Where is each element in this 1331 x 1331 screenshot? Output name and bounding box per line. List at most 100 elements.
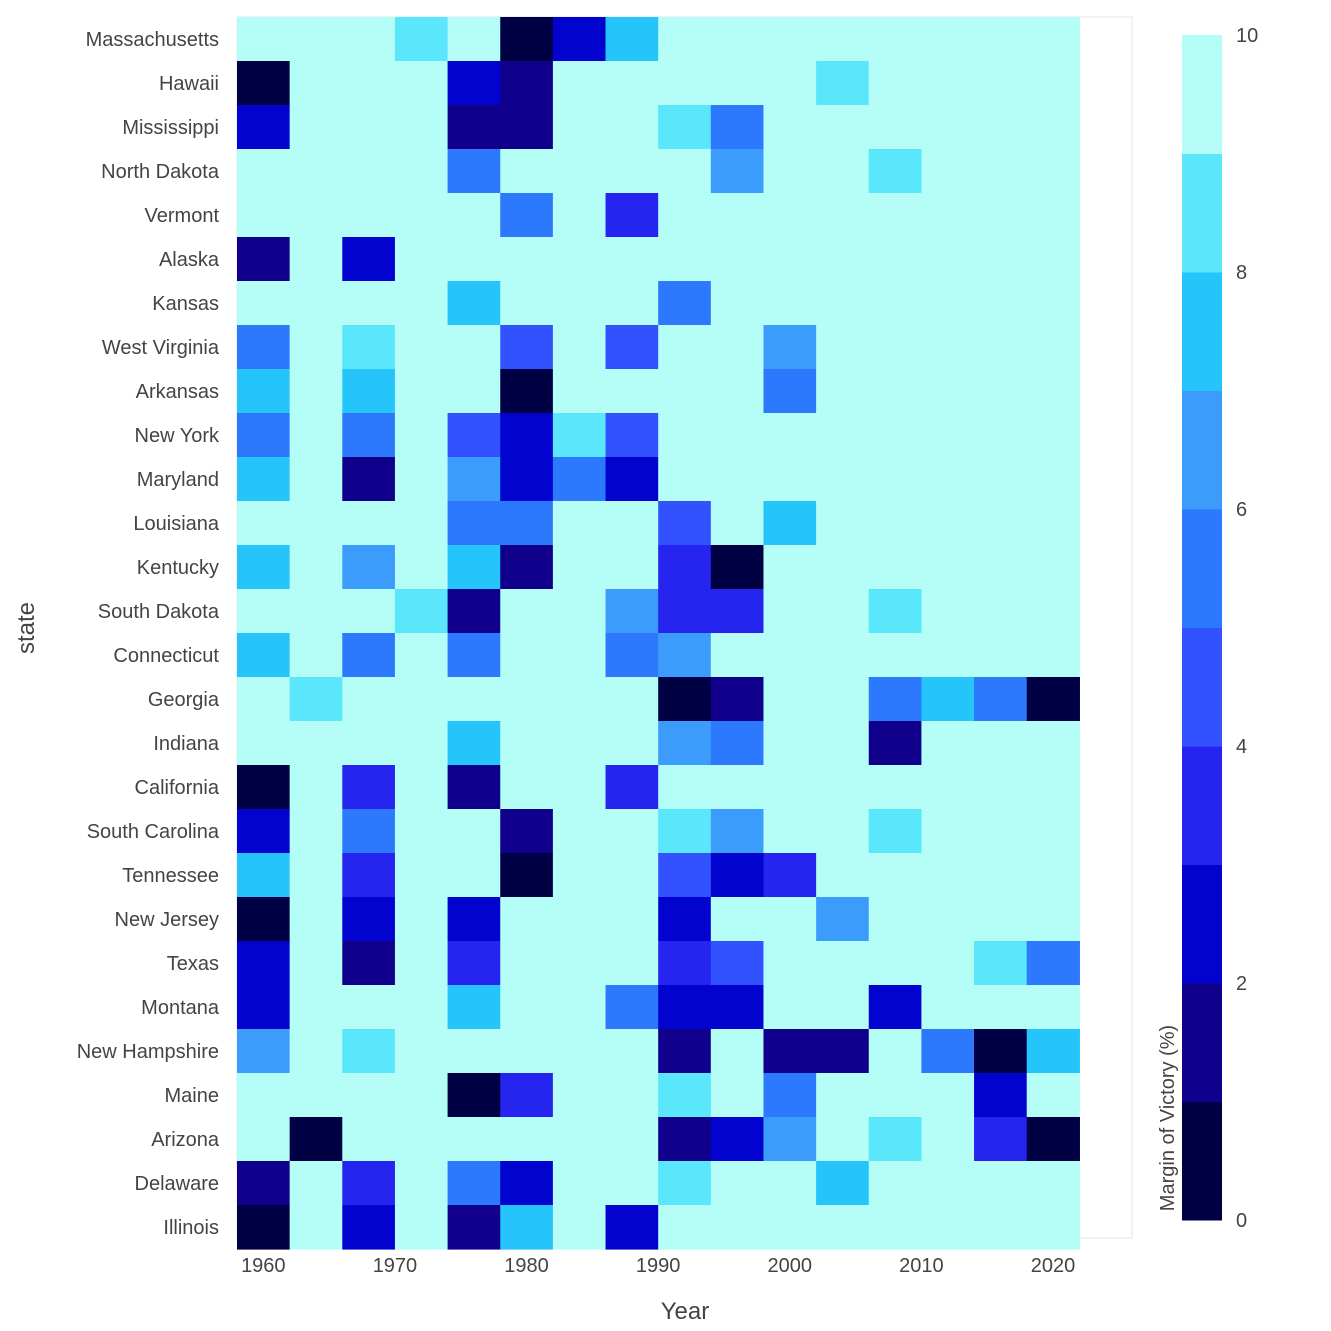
heatmap-cell [816,1029,870,1074]
heatmap-cell [921,633,975,678]
heatmap-cell [921,413,975,458]
heatmap-cell [552,61,607,106]
heatmap-cell [710,589,765,634]
heatmap-cell [763,61,817,106]
heatmap-cell [289,1029,343,1074]
heatmap-cell [658,589,712,634]
y-tick-label: Tennessee [122,865,219,887]
heatmap-cell [394,457,449,502]
heatmap-cell [289,677,343,722]
heatmap-cell [816,1073,870,1118]
colorbar-tick-label: 10 [1236,25,1258,47]
heatmap-cell [921,1161,975,1206]
heatmap-cell [500,897,554,942]
heatmap-cell [921,809,975,854]
heatmap-cell [974,1205,1028,1250]
heatmap-cell [447,61,501,106]
heatmap-cell [237,369,291,414]
heatmap-cell [289,237,343,282]
heatmap-cell [921,985,975,1030]
heatmap-cell [1026,1205,1080,1250]
heatmap-cell [289,281,343,326]
heatmap-cell [447,237,501,282]
heatmap-cell [447,633,501,678]
heatmap-cell [605,281,659,326]
heatmap-cell [500,853,554,898]
heatmap-cell [921,1205,975,1250]
heatmap-cell [605,1205,659,1250]
heatmap-cell [342,1205,396,1250]
heatmap-cell [658,1117,712,1162]
heatmap-cell [868,1117,923,1162]
heatmap-cell [658,1029,712,1074]
heatmap-cell [1026,853,1080,898]
heatmap-cell [974,941,1028,986]
heatmap-cell [974,413,1028,458]
heatmap-cell [289,61,343,106]
heatmap-cell [763,677,817,722]
y-tick-label: New Hampshire [77,1041,219,1063]
heatmap-cell [710,809,765,854]
heatmap-cell [394,237,449,282]
colorbar-tick-label: 0 [1236,1210,1247,1232]
colorbar-bin [1182,627,1222,747]
heatmap-cell [763,17,817,62]
y-tick-label: Indiana [153,733,219,755]
heatmap-cell [394,1205,449,1250]
heatmap-cell [974,193,1028,238]
heatmap-cell [816,237,870,282]
heatmap-cell [342,413,396,458]
heatmap-cell [868,457,923,502]
heatmap-cell [921,193,975,238]
heatmap-cell [658,985,712,1030]
colorbar [1182,35,1222,1221]
heatmap-cell [447,369,501,414]
heatmap-cell [552,1161,607,1206]
heatmap-cell [763,1161,817,1206]
heatmap-cell [921,1073,975,1118]
colorbar-tick-label: 8 [1236,262,1247,284]
heatmap-cell [868,369,923,414]
heatmap-cell [763,281,817,326]
heatmap-cell [552,105,607,150]
heatmap-cell [658,457,712,502]
heatmap-cell [921,369,975,414]
heatmap-cell [394,1117,449,1162]
heatmap-cell [868,897,923,942]
heatmap-cell [763,1117,817,1162]
heatmap-cell [763,325,817,370]
heatmap-cell [868,853,923,898]
heatmap-cell [289,589,343,634]
heatmap-cell [237,501,291,546]
heatmap-cell [658,193,712,238]
heatmap-cell [868,985,923,1030]
heatmap-cell [342,677,396,722]
y-tick-label: New York [135,425,220,447]
heatmap-cell [974,765,1028,810]
heatmap-cell [868,237,923,282]
heatmap-cell [1026,281,1080,326]
heatmap-cell [1026,457,1080,502]
heatmap-cell [447,105,501,150]
heatmap-cell [237,1029,291,1074]
heatmap-cell [710,17,765,62]
heatmap-cell [447,1029,501,1074]
heatmap-cell [237,1205,291,1250]
heatmap-cell [710,149,765,194]
colorbar-title: Margin of Victory (%) [1157,1025,1179,1211]
heatmap-cell [605,1073,659,1118]
heatmap-cell [710,1205,765,1250]
colorbar-bin [1182,746,1222,865]
heatmap-cell [289,1205,343,1250]
heatmap-cell [394,413,449,458]
heatmap-cell [289,765,343,810]
heatmap-cell [974,1029,1028,1074]
heatmap-cell [605,589,659,634]
heatmap-cell [552,633,607,678]
heatmap-cell [763,809,817,854]
heatmap-cell [552,897,607,942]
heatmap-cell [500,677,554,722]
y-tick-label: South Carolina [87,821,220,843]
